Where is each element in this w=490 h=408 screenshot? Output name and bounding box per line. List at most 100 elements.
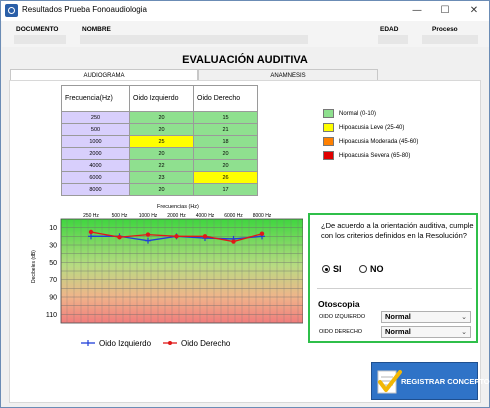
y-tick-label: 30 xyxy=(49,243,57,250)
checklist-icon xyxy=(377,370,402,394)
proceso-value xyxy=(422,35,478,44)
minimize-button[interactable]: — xyxy=(412,5,422,16)
data-point-izquierdo xyxy=(145,237,151,244)
chart-legend-label: Oido Izquierdo xyxy=(99,339,152,348)
table-header-row: Frecuencia(Hz) Oido Izquierdo Oido Derec… xyxy=(61,85,258,112)
cell-oido-derecho: 26 xyxy=(193,171,258,184)
header-oido-derecho: Oido Derecho xyxy=(193,85,258,112)
legend-label: Hipoacusia Severa (65-80) xyxy=(339,153,411,160)
patient-header: DOCUMENTO NOMBRE EDAD Proceso xyxy=(2,21,489,47)
cell-frecuencia: 250 xyxy=(61,111,130,124)
window-title: Resultados Prueba Fonoaudiologia xyxy=(22,5,147,14)
close-button[interactable]: ✕ xyxy=(469,5,479,16)
panel-divider xyxy=(317,288,472,289)
radio-si-label: SI xyxy=(333,264,342,274)
legend-swatch xyxy=(323,109,334,118)
y-tick-label: 70 xyxy=(49,277,57,284)
cell-oido-derecho: 18 xyxy=(193,135,258,148)
app-icon xyxy=(5,4,18,17)
edad-label: EDAD xyxy=(380,26,399,33)
cell-frecuencia: 500 xyxy=(61,123,130,136)
proceso-label: Proceso xyxy=(432,26,458,33)
oido-derecho-label: OIDO DERECHO xyxy=(319,329,363,335)
radio-no-dot[interactable] xyxy=(359,265,367,273)
cell-frecuencia: 6000 xyxy=(61,171,130,184)
criteria-question: ¿De acuerdo a la orientación auditiva, c… xyxy=(321,221,474,240)
chevron-down-icon: ⌄ xyxy=(461,313,467,321)
x-tick-label: 2000 Hz xyxy=(167,213,186,219)
oido-izquierdo-label: OIDO IZQUIERDO xyxy=(319,314,366,320)
data-point-derecho xyxy=(202,234,208,239)
cell-frecuencia: 8000 xyxy=(61,183,130,196)
data-point-derecho xyxy=(174,234,179,239)
table-row: 250 20 15 xyxy=(61,111,258,124)
otoscopia-title: Otoscopia xyxy=(318,299,360,309)
maximize-button[interactable]: ☐ xyxy=(440,5,450,16)
cell-oido-izquierdo: 20 xyxy=(129,111,194,124)
criteria-panel: ¿De acuerdo a la orientación auditiva, c… xyxy=(308,213,478,343)
edad-value xyxy=(378,35,408,44)
data-point-derecho xyxy=(145,232,151,237)
cell-oido-derecho: 15 xyxy=(193,111,258,124)
radio-si[interactable]: SI xyxy=(322,264,342,274)
x-tick-label: 500 Hz xyxy=(112,213,128,219)
oido-izquierdo-value: Normal xyxy=(385,312,411,321)
y-tick-label: 10 xyxy=(49,225,57,232)
legend-swatch xyxy=(323,123,334,132)
radio-no[interactable]: NO xyxy=(359,264,384,274)
chevron-down-icon: ⌄ xyxy=(461,328,467,336)
x-tick-label: 6000 Hz xyxy=(224,213,243,219)
header-oido-izquierdo: Oido Izquierdo xyxy=(129,85,194,112)
chart-legend-label: Oido Derecho xyxy=(181,339,231,348)
data-point-derecho xyxy=(117,235,122,240)
cell-oido-izquierdo: 23 xyxy=(129,171,194,184)
cell-oido-izquierdo: 20 xyxy=(129,147,194,160)
x-tick-label: 250 Hz xyxy=(83,213,99,219)
y-axis-label: Decibeles (dB) xyxy=(31,250,37,283)
page-title: EVALUACIÓN AUDITIVA xyxy=(182,54,308,66)
legend-swatch xyxy=(323,137,334,146)
oido-izquierdo-select[interactable]: Normal ⌄ xyxy=(381,311,471,323)
table-row: 6000 23 26 xyxy=(61,171,258,184)
cell-oido-izquierdo: 25 xyxy=(129,135,194,148)
cell-oido-derecho: 17 xyxy=(193,183,258,196)
cell-oido-izquierdo: 20 xyxy=(129,183,194,196)
table-row: 500 20 21 xyxy=(61,123,258,136)
radio-no-label: NO xyxy=(370,264,384,274)
data-point-derecho xyxy=(231,239,236,244)
chart-legend-marker xyxy=(168,341,172,345)
registrar-concepto-button[interactable]: REGISTRAR CONCEPTO xyxy=(371,362,490,400)
legend-label: Hipoacusia Moderada (45-60) xyxy=(339,139,419,146)
legend-swatch xyxy=(323,151,334,160)
documento-label: DOCUMENTO xyxy=(16,26,59,33)
cell-oido-izquierdo: 22 xyxy=(129,159,194,172)
cell-oido-derecho: 20 xyxy=(193,159,258,172)
oido-derecho-select[interactable]: Normal ⌄ xyxy=(381,326,471,338)
documento-value xyxy=(14,35,66,44)
registrar-concepto-label: REGISTRAR CONCEPTO xyxy=(401,377,490,386)
legend-item: Normal (0-10) xyxy=(323,109,376,118)
frequency-table: Frecuencia(Hz) Oido Izquierdo Oido Derec… xyxy=(61,85,258,196)
legend-label: Normal (0-10) xyxy=(339,111,377,118)
header-frecuencia: Frecuencia(Hz) xyxy=(61,85,130,112)
legend-item: Hipoacusia Leve (25-40) xyxy=(323,123,404,132)
x-tick-label: 4000 Hz xyxy=(196,213,215,219)
radio-si-dot[interactable] xyxy=(322,265,330,273)
table-row: 1000 25 18 xyxy=(61,135,258,148)
table-row: 4000 22 20 xyxy=(61,159,258,172)
nombre-value xyxy=(80,35,308,44)
cell-oido-derecho: 21 xyxy=(193,123,258,136)
title-bar: Resultados Prueba Fonoaudiologia — ☐ ✕ xyxy=(1,1,489,21)
cell-oido-derecho: 20 xyxy=(193,147,258,160)
y-tick-label: 50 xyxy=(49,260,57,267)
data-point-derecho xyxy=(259,231,265,236)
y-tick-label: 90 xyxy=(49,295,57,302)
x-tick-label: 1000 Hz xyxy=(139,213,158,219)
cell-frecuencia: 4000 xyxy=(61,159,130,172)
audiogram-chart: Frecuencias (Hz) 250 Hz 500 Hz 1000 Hz 2000 … xyxy=(31,204,303,348)
cell-frecuencia: 1000 xyxy=(61,135,130,148)
x-tick-label: 8000 Hz xyxy=(253,213,272,219)
cell-frecuencia: 2000 xyxy=(61,147,130,160)
y-tick-label: 110 xyxy=(46,312,57,319)
